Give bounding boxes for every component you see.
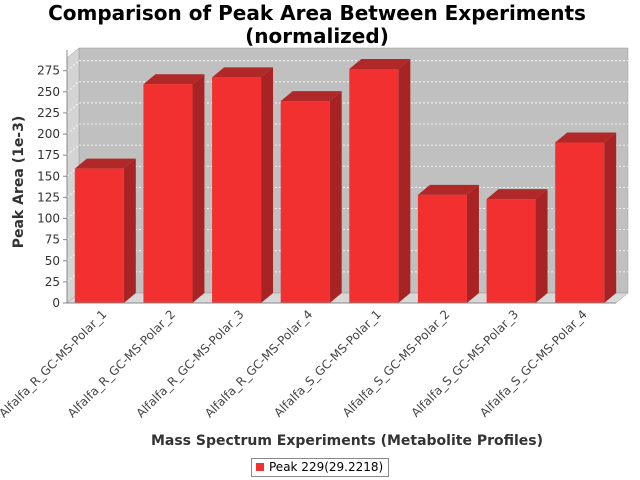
y-tick-label: 225 — [37, 106, 60, 120]
y-tick-label: 0 — [52, 296, 60, 310]
y-tick-label: 200 — [37, 127, 60, 141]
bar-top — [349, 58, 411, 69]
y-axis: 0 25 50 75 100 125 150 175 200 225 250 275 — [37, 50, 68, 310]
bar-1 — [74, 158, 136, 303]
gridline-side — [66, 144, 80, 156]
bar-top — [212, 67, 274, 78]
x-axis: Alfalfa_R_GC-MS-Polar_1Alfalfa_R_GC-MS-P… — [0, 302, 616, 420]
y-tick-label: 50 — [45, 254, 60, 268]
chart-title-line-2: (normalized) — [245, 24, 389, 48]
bar-8 — [555, 132, 617, 303]
gridline-side — [66, 81, 80, 93]
gridline-side — [66, 123, 80, 135]
bar-top — [143, 74, 205, 85]
bar-side — [123, 158, 136, 303]
bar-4 — [280, 91, 342, 303]
bar-side — [192, 74, 205, 303]
bar-side — [604, 132, 617, 303]
bar-side — [535, 189, 548, 303]
legend-swatch — [256, 463, 264, 471]
bar-front — [555, 142, 605, 303]
bar-front — [349, 68, 399, 303]
bar-front — [143, 84, 193, 303]
y-tick-label: 75 — [45, 233, 60, 247]
y-tick-label: 100 — [37, 212, 60, 226]
bar-front — [74, 168, 124, 303]
gridline-side — [66, 102, 80, 114]
y-axis-label: Peak Area (1e-3) — [11, 116, 27, 249]
bar-5 — [349, 58, 411, 303]
y-tick-label: 250 — [37, 85, 60, 99]
bars — [74, 58, 617, 304]
bar-front — [486, 199, 536, 303]
bar-6 — [417, 184, 479, 303]
bar-top — [280, 91, 342, 102]
bar-side — [329, 91, 342, 303]
y-tick-label: 25 — [45, 275, 60, 289]
bar-front — [212, 77, 262, 304]
chart-title-line-1: Comparison of Peak Area Between Experime… — [48, 1, 586, 25]
bar-7 — [486, 189, 548, 303]
y-tick-label: 125 — [37, 190, 60, 204]
bar-side — [398, 58, 411, 303]
bar-front — [280, 101, 330, 303]
legend-label: Peak 229(29.2218) — [269, 460, 384, 474]
bar-3 — [212, 67, 274, 304]
bar-top — [486, 189, 548, 200]
gridline-side — [66, 60, 80, 71]
legend: Peak 229(29.2218) — [251, 458, 390, 477]
bar-side — [261, 67, 274, 304]
bar-top — [555, 132, 617, 143]
bar-top — [74, 158, 136, 169]
y-tick-label: 150 — [37, 169, 60, 183]
y-tick-label: 275 — [37, 64, 60, 78]
y-tick-label: 175 — [37, 148, 60, 162]
x-category-label: Alfalfa_R_GC-MS-Polar_1 — [0, 307, 109, 420]
x-axis-label: Mass Spectrum Experiments (Metabolite Pr… — [151, 433, 543, 449]
bar-front — [417, 194, 467, 303]
bar-side — [466, 184, 479, 303]
bar-top — [417, 184, 479, 195]
bar-2 — [143, 74, 205, 303]
